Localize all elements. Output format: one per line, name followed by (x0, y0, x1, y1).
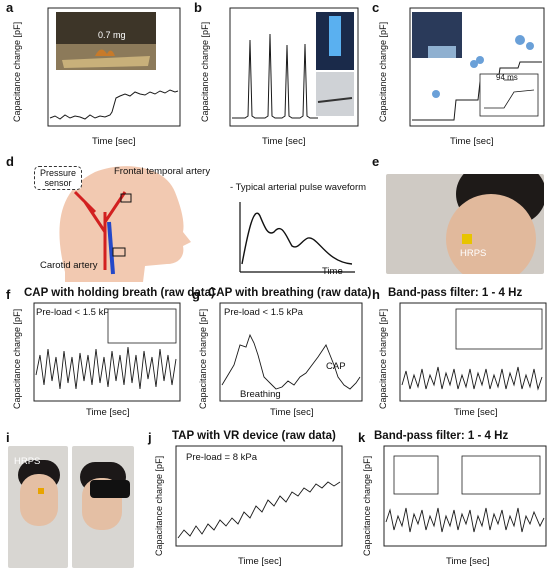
x-axis-label-c: Time [sec] (450, 136, 494, 147)
panel-e: e HRPS (368, 152, 551, 282)
trace-h (401, 366, 543, 391)
panel-h: h Band-pass filter: 1 - 4 Hz Capacitance… (370, 285, 551, 420)
panel-i: i HRPS (0, 426, 140, 571)
waveform-title: - Typical arterial pulse waveform (230, 182, 367, 193)
panel-j: j TAP with VR device (raw data) Capacita… (142, 426, 352, 571)
panel-label-g: g (192, 287, 200, 302)
note-g: Pre-load < 1.5 kPa (224, 307, 303, 318)
panel-f: f CAP with holding breath (raw data) Cap… (0, 285, 215, 420)
x-axis-label-k: Time [sec] (446, 556, 490, 567)
face-photo (8, 446, 68, 568)
artery-top-label: Frontal temporal artery (114, 166, 211, 177)
chart-j (175, 445, 343, 547)
inset-photo-a (56, 12, 156, 70)
profile-photo (386, 174, 544, 274)
svg-text:0.7 mg: 0.7 mg (98, 30, 126, 40)
panel-label-h: h (372, 287, 380, 302)
panel-label-c: c (372, 0, 380, 15)
chart-f (33, 302, 181, 402)
panel-d: d Pressure sensor Frontal temporal arter… (0, 152, 367, 282)
title-g: CAP with breathing (raw data) (208, 287, 372, 299)
chart-k (383, 445, 547, 547)
panel-label-d: d (6, 154, 14, 169)
panel-label-e: e (372, 154, 380, 169)
waveform-xlabel: Time (322, 266, 343, 277)
title-h: Band-pass filter: 1 - 4 Hz (388, 287, 523, 299)
chart-g (219, 302, 363, 402)
note-j: Pre-load = 8 kPa (186, 452, 258, 463)
pressure-sensor-label: Pressure sensor (34, 166, 82, 190)
artery-bottom-label: Carotid artery (40, 260, 98, 271)
panel-label-a: a (6, 0, 14, 15)
hrps-callout-e: HRPS (460, 248, 487, 259)
title-j: TAP with VR device (raw data) (172, 430, 336, 442)
vr-photo (72, 446, 134, 568)
panel-label-b: b (194, 0, 202, 15)
trace-j (177, 481, 341, 539)
chart-b (229, 7, 359, 127)
trace-a (49, 89, 179, 120)
x-axis-label-g: Time [sec] (270, 407, 314, 418)
chart-a: 0.7 mg (47, 7, 181, 127)
x-axis-label-h: Time [sec] (454, 407, 498, 418)
panel-label-i: i (6, 430, 10, 445)
trace-k (385, 507, 545, 533)
annot-breathing: Breathing (240, 389, 281, 400)
inset-text-c: 94 ms (496, 73, 518, 82)
chart-h (399, 302, 547, 402)
title-f: CAP with holding breath (raw data) (24, 287, 215, 299)
x-axis-label-f: Time [sec] (86, 407, 130, 418)
trace-g (221, 333, 361, 390)
panel-a: a Capacitance change [pF] 0.7 mg Time [s… (0, 0, 185, 150)
panel-g: g CAP with breathing (raw data) Capacita… (188, 285, 372, 420)
annot-cap: CAP (326, 361, 346, 372)
x-axis-label-a: Time [sec] (92, 136, 136, 147)
panel-label-k: k (358, 430, 366, 445)
x-axis-label-b: Time [sec] (262, 136, 306, 147)
head-diagram (59, 166, 191, 282)
trace-b (232, 33, 318, 119)
waveform-diagram (239, 202, 355, 273)
trace-f (35, 346, 177, 390)
title-k: Band-pass filter: 1 - 4 Hz (374, 430, 509, 442)
panel-label-j: j (148, 430, 152, 445)
note-f: Pre-load < 1.5 kPa (36, 307, 115, 318)
panel-k: k Band-pass filter: 1 - 4 Hz Capacitance… (354, 426, 551, 571)
panel-b: b Capacitance change [pF] Time [sec] (190, 0, 365, 150)
panel-c: c Capacitance change [pF] 94 ms Time [se… (368, 0, 551, 150)
chart-c (409, 7, 545, 127)
panel-label-f: f (6, 287, 11, 302)
x-axis-label-j: Time [sec] (238, 556, 282, 567)
hrps-callout-i: HRPS (14, 456, 41, 467)
